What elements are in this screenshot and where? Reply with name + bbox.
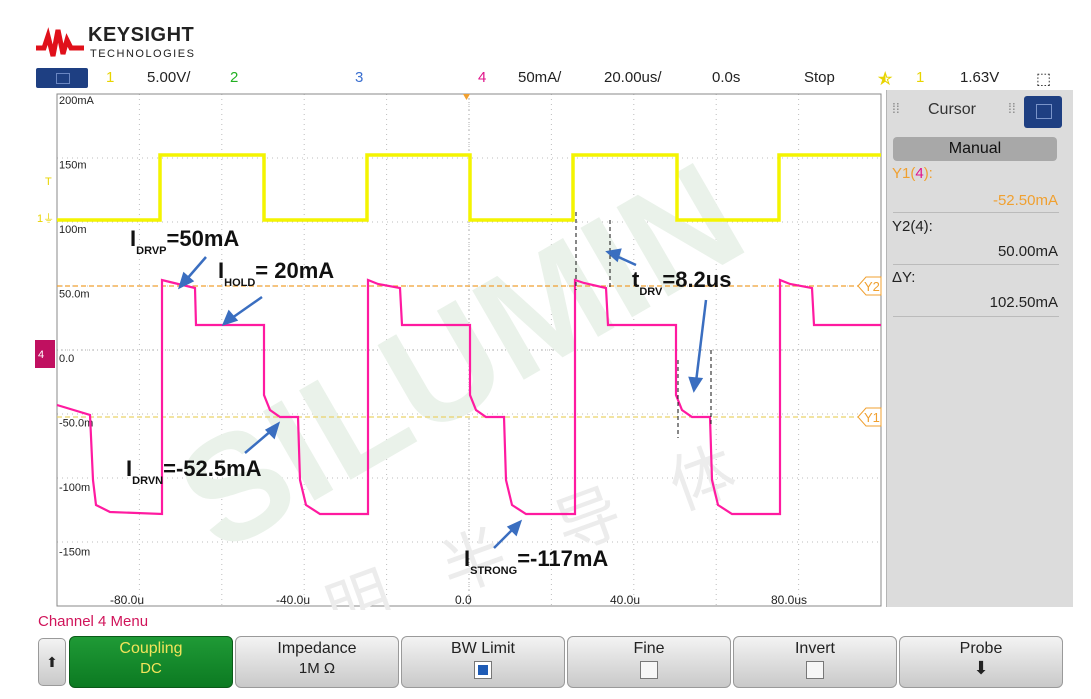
trigger-level[interactable]: 1.63V [960,69,1000,86]
x-axis-label: 0.0 [455,593,472,607]
ch4-number[interactable]: 4 [478,69,487,86]
cursor-dy-value: 102.50mA [989,294,1058,311]
ch2-number[interactable]: 2 [230,69,239,86]
cursor-panel-menu-icon[interactable] [1024,96,1062,128]
brand-subtitle: TECHNOLOGIES [90,48,196,60]
ch4-scale[interactable]: 50mA/ [518,69,562,86]
bw-limit-checkbox[interactable] [474,661,492,679]
menu-up-button[interactable]: ⬆ [38,638,66,686]
trigger-channel[interactable]: 1 [916,69,925,86]
y-axis-label: -150m [59,547,90,559]
divider [893,264,1059,265]
y-axis-label: 150m [59,160,87,172]
svg-text:IDRVN=-52.5mA: IDRVN=-52.5mA [126,456,262,487]
svg-text:IHOLD= 20mA: IHOLD= 20mA [218,258,334,289]
waveform-display[interactable]: SILUMIN 数 明 半 导 体 200mA150m100m50.0m0.0-… [0,90,885,610]
y-axis-label: 200mA [59,95,95,107]
cursor-y2-value: 50.00mA [997,243,1058,260]
cursor-y1-label: Y1(4): [892,165,933,182]
cursor-y2-marker[interactable] [857,276,882,296]
timebase-scale[interactable]: 20.00us/ [604,69,662,86]
y-axis-label: 0.0 [59,353,74,365]
ch4-trace [56,278,881,516]
divider [893,316,1059,317]
ch1-ground-marker[interactable]: 1⏚ [37,212,54,225]
bw-limit-softkey[interactable]: BW Limit [401,636,565,688]
ch1-scale[interactable]: 5.00V/ [147,69,191,86]
divider [893,212,1059,213]
brand-name: KEYSIGHT [88,24,195,46]
probe-softkey[interactable]: Probe ⬇ [899,636,1063,688]
ch1-trace [57,153,881,222]
horizontal-delay[interactable]: 0.0s [712,69,741,86]
coupling-label: Coupling [119,640,183,657]
run-state[interactable]: Stop [804,69,835,86]
y-axis-label: 100m [59,224,87,236]
cursor-panel [886,90,1073,607]
trigger-position-marker[interactable] [463,94,470,100]
status-bar: 1 5.00V/ 2 3 4 50mA/ 20.00us/ 0.0s Stop … [0,66,1091,90]
bw-limit-label: BW Limit [451,640,515,657]
annotations: IDRVP=50mA IHOLD= 20mA tDRV=8.2us IDRVN=… [126,226,731,577]
ch4-ground-marker[interactable] [35,340,55,368]
ch1-number[interactable]: 1 [106,69,115,86]
display-menu-button[interactable] [36,68,88,88]
fine-checkbox[interactable] [640,661,658,679]
svg-text:4: 4 [38,349,44,361]
svg-text:tDRV=8.2us: tDRV=8.2us [632,267,731,298]
arrow-down-icon: ⬇ [973,658,989,678]
cursor-dy-label: ΔY: [892,269,916,286]
y-axis-label: -50.0m [59,418,93,430]
probe-label: Probe [959,640,1003,657]
trigger-level-marker[interactable]: T [45,176,52,188]
impedance-value: 1M Ω [298,660,336,677]
invert-label: Invert [794,640,835,657]
ch3-number[interactable]: 3 [355,69,364,86]
screen-select-icon[interactable]: ⬚ [1036,71,1052,88]
cursor-y1-marker[interactable] [857,407,882,427]
cursor-y2-label: Y2(4): [892,218,933,235]
grip-icon[interactable]: ⁞⁞ [892,100,900,116]
keysight-logo-icon [36,27,84,57]
grip-icon[interactable]: ⁞⁞ [1008,100,1016,116]
arrow-up-icon: ⬆ [46,654,58,670]
invert-softkey[interactable]: Invert [733,636,897,688]
impedance-softkey[interactable]: Impedance 1M Ω [235,636,399,688]
cursor-y2-marker-label: Y2 [864,279,880,294]
x-axis-label: -40.0u [276,593,310,607]
invert-checkbox[interactable] [806,661,824,679]
fine-softkey[interactable]: Fine [567,636,731,688]
annotation-arrows [177,248,708,549]
x-axis-label: 40.0u [610,593,640,607]
svg-text:IDRVP=50mA: IDRVP=50mA [130,226,239,257]
coupling-softkey[interactable]: Coupling DC [69,636,233,688]
cursor-panel-title: Cursor [928,101,977,118]
cursor-y1-value: -52.50mA [992,192,1058,209]
y-axis-label: 50.0m [59,289,90,301]
svg-text:ISTRONG=-117mA: ISTRONG=-117mA [464,546,608,577]
cursor-mode-button[interactable]: Manual [893,137,1057,161]
trigger-edge-icon: ⯪ [878,71,893,88]
fine-label: Fine [633,640,665,657]
cursor-y1-marker-label: Y1 [864,410,880,425]
x-axis-label: -80.0u [110,593,144,607]
coupling-value: DC [140,660,162,677]
menu-title: Channel 4 Menu [38,613,149,630]
impedance-label: Impedance [277,640,357,657]
x-axis-label: 80.0us [771,593,807,607]
y-axis-label: -100m [59,482,90,494]
